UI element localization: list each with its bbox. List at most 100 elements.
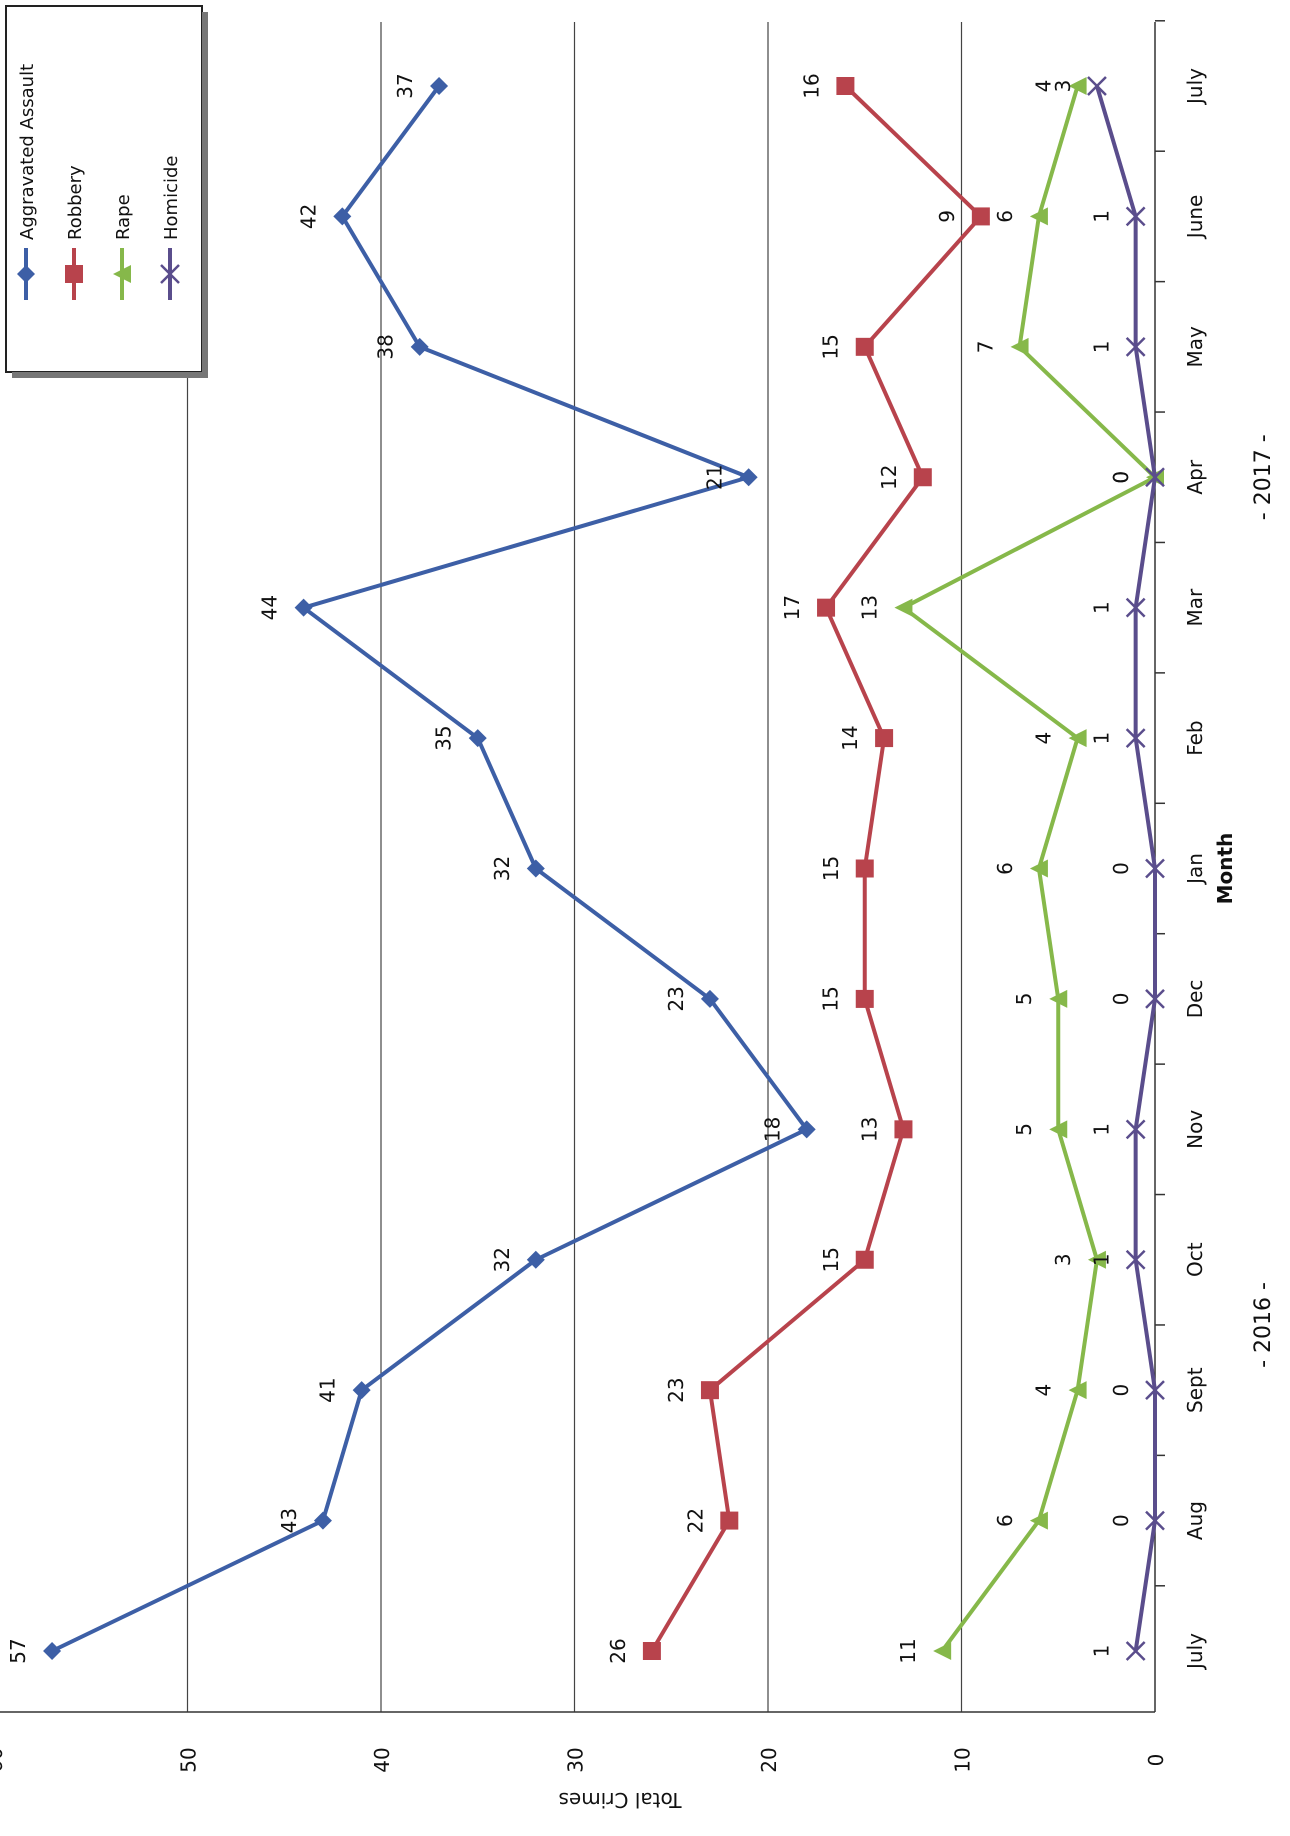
x-tick-label: Oct	[1183, 1242, 1207, 1277]
data-label: 32	[490, 1247, 514, 1272]
data-label: 4	[1032, 732, 1056, 745]
data-point	[313, 1511, 332, 1530]
data-point	[1049, 989, 1068, 1008]
data-label: 0	[1109, 1514, 1133, 1527]
data-label: 0	[1109, 993, 1133, 1006]
data-point	[933, 1642, 952, 1660]
data-label: 44	[258, 595, 282, 620]
data-label: 1	[1090, 601, 1114, 614]
data-point	[1145, 467, 1165, 488]
data-label: 1	[1090, 1645, 1114, 1658]
data-point	[894, 1120, 913, 1139]
legend-item: Robbery	[65, 165, 86, 300]
series-homicide	[1087, 76, 1165, 1661]
series-aggravated-assault	[43, 77, 816, 1660]
data-label: 12	[877, 465, 901, 490]
series-robbery	[642, 77, 990, 1660]
data-label: 4	[1032, 80, 1056, 93]
data-point	[1029, 207, 1048, 226]
data-point-stroke	[160, 264, 180, 284]
data-label: 41	[316, 1377, 340, 1402]
data-point-stroke	[1125, 1641, 1146, 1661]
legend-item: Homicide	[160, 156, 182, 300]
data-label: 1	[1090, 1123, 1114, 1136]
data-point-stroke	[1125, 336, 1146, 357]
data-point	[1087, 76, 1107, 96]
data-label: 5	[1012, 993, 1036, 1006]
data-point	[855, 1250, 874, 1269]
legend: Aggravated Assault Robbery Rape Homicide	[5, 5, 208, 378]
data-point	[894, 598, 913, 617]
data-label: 3	[1051, 1253, 1075, 1266]
data-point	[875, 729, 894, 748]
x-tick-label: Dec	[1183, 980, 1207, 1019]
x-tick-label: July	[1183, 68, 1207, 106]
data-point	[1145, 1510, 1165, 1531]
data-point	[352, 1381, 371, 1400]
data-point-stroke	[1125, 728, 1146, 748]
data-label: 6	[993, 210, 1017, 223]
data-point	[855, 859, 874, 878]
data-label: 1	[1090, 340, 1114, 353]
data-point	[1125, 1641, 1146, 1661]
data-point-stroke	[1145, 858, 1165, 879]
data-point-stroke	[1087, 76, 1107, 96]
data-label: 15	[819, 856, 843, 881]
data-point	[797, 1120, 816, 1139]
data-label: 15	[819, 334, 843, 359]
data-label: 3	[1051, 80, 1075, 93]
data-label: 1	[1090, 732, 1114, 745]
data-label: 18	[761, 1117, 785, 1142]
y-tick-label: 20	[757, 1747, 781, 1772]
y-tick-label: 60	[0, 1747, 7, 1772]
data-point	[836, 77, 855, 95]
x-tick-label: May	[1183, 326, 1207, 368]
data-label: 21	[703, 465, 727, 490]
legend-shadow	[12, 372, 208, 378]
data-point-stroke	[1125, 206, 1146, 227]
data-label: 0	[1109, 471, 1133, 484]
data-point	[855, 989, 874, 1008]
data-point	[1087, 1250, 1106, 1269]
data-point	[160, 264, 180, 284]
data-label: 15	[819, 986, 843, 1011]
legend-label: Robbery	[65, 165, 86, 240]
x-tick-label: Nov	[1183, 1110, 1207, 1149]
data-label: 1	[1090, 1253, 1114, 1266]
data-labels: 5743413218233235442138423726222315131515…	[6, 73, 1133, 1663]
data-point	[720, 1511, 739, 1530]
data-point-stroke	[1145, 1510, 1165, 1531]
x-axis-title: Month	[1213, 833, 1237, 905]
data-point	[1125, 336, 1146, 357]
data-point	[1068, 1381, 1087, 1400]
data-label: 13	[857, 1117, 881, 1142]
data-point	[1145, 858, 1165, 879]
y-tick-label: 0	[1144, 1754, 1168, 1767]
data-label: 11	[896, 1638, 920, 1663]
x-tick-label: Aug	[1183, 1501, 1207, 1540]
data-point	[294, 598, 313, 617]
data-label: 13	[857, 595, 881, 620]
data-point	[913, 468, 932, 487]
data-point	[1010, 337, 1029, 356]
series-lines	[43, 76, 1165, 1661]
data-label: 42	[296, 204, 320, 229]
data-point	[430, 77, 449, 95]
axes: 0102030405060JulyAugSeptOctNovDecJanFebM…	[0, 20, 1276, 1812]
data-point-stroke	[1145, 989, 1165, 1009]
data-point	[1068, 729, 1087, 748]
data-point-stroke	[1125, 1249, 1146, 1270]
year-group-label: - 2017 -	[1251, 434, 1276, 520]
data-point	[642, 1642, 661, 1660]
data-point	[971, 207, 990, 226]
x-tick-label: Sept	[1183, 1367, 1207, 1413]
x-tick-label: Jan	[1183, 853, 1207, 886]
legend-label: Rape	[113, 194, 134, 240]
data-point	[17, 265, 35, 283]
data-point	[1145, 989, 1165, 1009]
legend-label: Aggravated Assault	[17, 64, 38, 240]
data-label: 1	[1090, 210, 1114, 223]
data-point	[1125, 1249, 1146, 1270]
data-label: 26	[606, 1638, 630, 1663]
